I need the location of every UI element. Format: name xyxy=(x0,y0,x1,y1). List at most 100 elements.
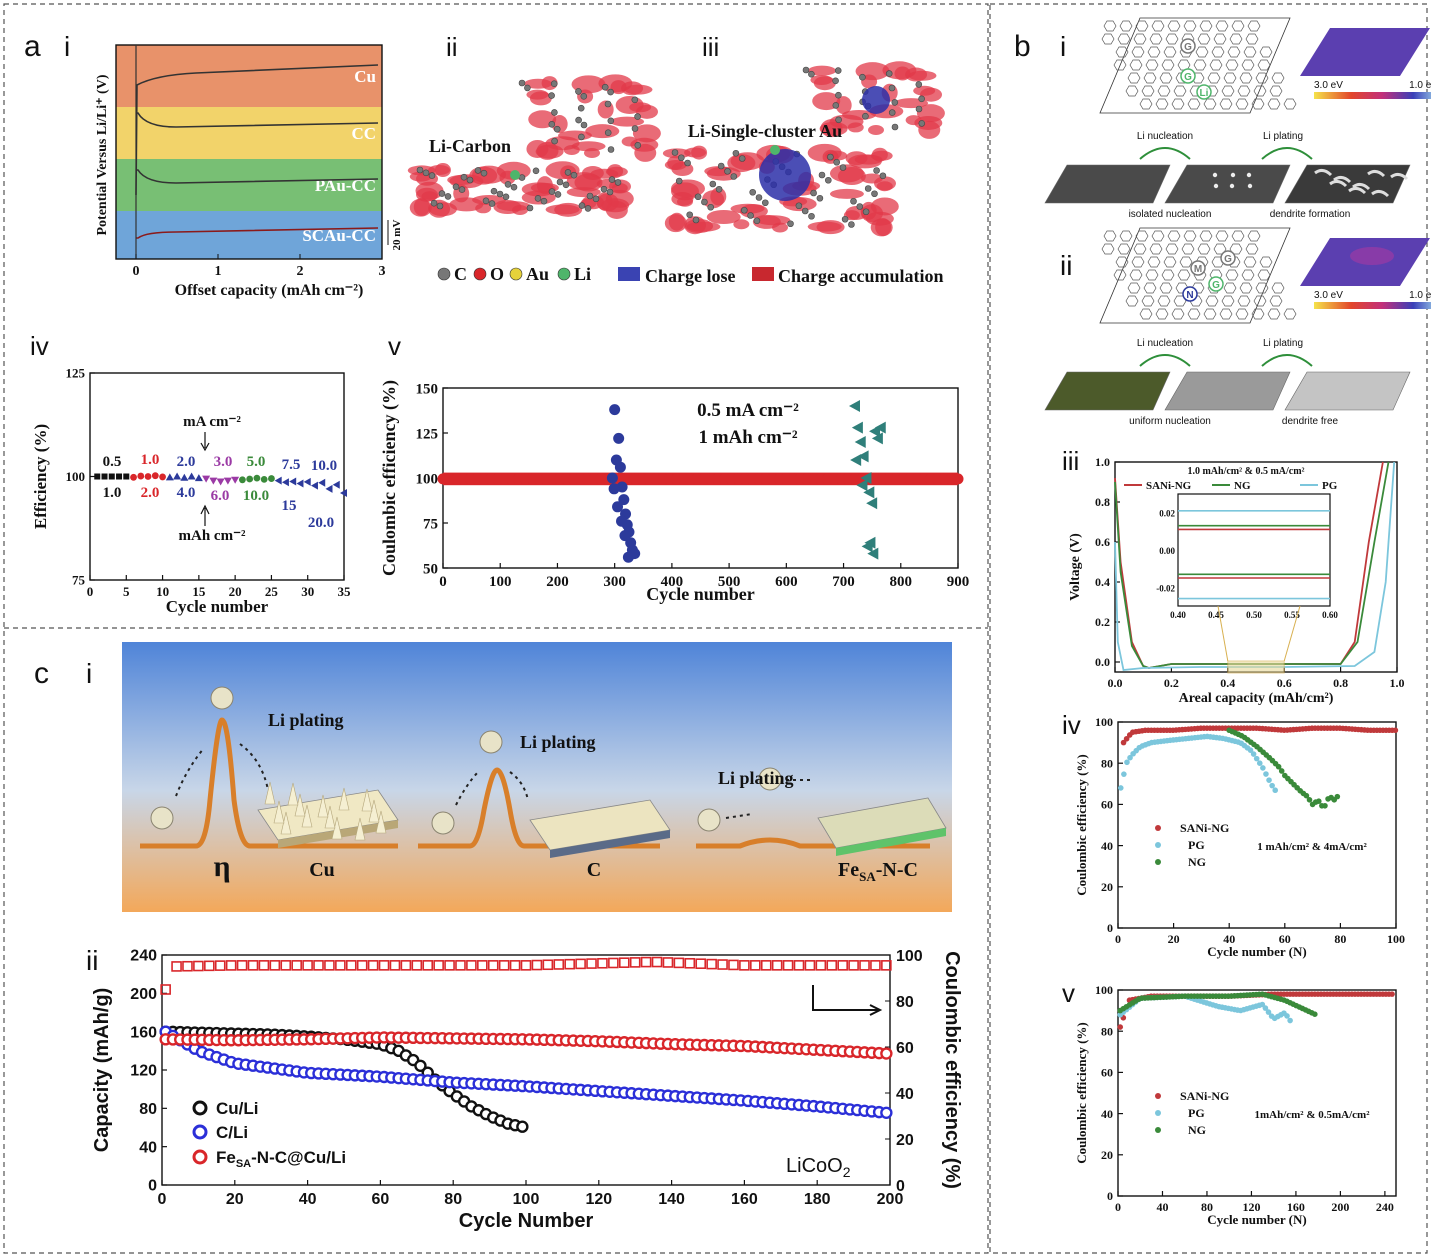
hex-cell xyxy=(1125,85,1139,97)
b-iv-ce-chart-frame xyxy=(1117,721,1397,929)
ce-point xyxy=(575,958,586,970)
dendrite xyxy=(1352,182,1371,191)
hex-cell xyxy=(1133,33,1147,45)
hex-cell xyxy=(1135,230,1149,242)
band-label: Cu xyxy=(354,67,376,86)
carbon-atom xyxy=(631,96,639,104)
carbon-atom xyxy=(859,73,866,81)
hex-cell xyxy=(1209,59,1223,71)
carbon-atom xyxy=(631,125,639,132)
cathode-label: LiCoO2 xyxy=(786,1155,851,1180)
carbon-atom xyxy=(832,77,839,85)
legend-text: NG xyxy=(1188,855,1206,869)
ce-point xyxy=(498,960,510,971)
carbon-substrate-edge xyxy=(550,830,670,858)
data-point xyxy=(1117,1024,1124,1030)
charge-cloud xyxy=(829,164,864,183)
carbon-atom xyxy=(601,83,609,91)
fe-sa-substrate-edge xyxy=(836,828,946,856)
x-tick-label: 10 xyxy=(156,584,169,599)
hex-cell xyxy=(1167,20,1181,32)
hex-cell xyxy=(1127,282,1141,294)
carbon-atom xyxy=(480,169,488,177)
carbon-atom xyxy=(458,186,466,193)
ce-point xyxy=(542,959,554,971)
current-density-label: 0.5 xyxy=(103,454,122,470)
y2-tick-label: 100 xyxy=(896,948,923,965)
hex-cell xyxy=(1133,243,1147,255)
x-tick-label: 0 xyxy=(158,1191,167,1208)
y-tick-label: 40 xyxy=(1101,1107,1113,1121)
hex-cell xyxy=(1283,308,1297,320)
charge-cloud xyxy=(413,197,430,216)
charge-cloud xyxy=(684,147,707,158)
arrow-icon xyxy=(509,771,529,801)
hex-cell xyxy=(1165,33,1179,45)
atom-marker xyxy=(1208,276,1224,292)
x-tick-label: 700 xyxy=(832,574,855,590)
carbon-atom xyxy=(554,191,562,198)
y-axis-label: Voltage (V) xyxy=(1068,533,1083,601)
subpanel-label: ii xyxy=(86,945,98,976)
x-tick-label: 5 xyxy=(123,584,130,599)
hex-cell xyxy=(1149,243,1163,255)
carbon-atom xyxy=(879,172,887,180)
dendrite xyxy=(317,794,329,818)
carbon-atom xyxy=(482,197,490,205)
band-label: SCAu-CC xyxy=(302,226,376,245)
carbon-atom xyxy=(677,154,685,162)
carbon-atom xyxy=(675,177,683,185)
colorbar-max: 1.0 eV xyxy=(1409,80,1431,91)
carbon-atom xyxy=(839,164,847,171)
data-point xyxy=(274,476,282,485)
ce-point xyxy=(258,960,270,971)
condition-label: 1mAh/cm² & 0.5mA/cm² xyxy=(1254,1109,1370,1121)
legend-dot-C xyxy=(437,267,451,281)
data-point xyxy=(1392,727,1399,734)
data-point xyxy=(1272,787,1279,794)
data-point xyxy=(1123,735,1130,742)
legend-marker xyxy=(192,1124,208,1140)
carbon-atom xyxy=(438,190,446,197)
hex-cell xyxy=(1215,20,1229,32)
hex-cell xyxy=(1237,295,1251,307)
inset-y-tick: 0.02 xyxy=(1159,509,1175,519)
ce-point xyxy=(422,960,434,971)
dendrite xyxy=(264,781,276,805)
hex-cell xyxy=(1171,98,1185,110)
colorbar-max: 1.0 eV xyxy=(1409,290,1431,301)
ce-point xyxy=(411,960,423,971)
charge-cloud xyxy=(847,154,882,169)
data-point xyxy=(1250,751,1257,757)
hex-cell xyxy=(1183,230,1197,242)
carbon-atom xyxy=(848,221,855,228)
ce-point xyxy=(739,960,750,971)
y-tick-label: 0.0 xyxy=(1095,655,1110,669)
hex-cell xyxy=(1197,243,1211,255)
carbon-atom xyxy=(717,162,725,170)
data-point xyxy=(614,461,626,473)
legend-text: Cu/Li xyxy=(216,1099,259,1118)
y-tick-label: 80 xyxy=(139,1101,157,1118)
hex-cell xyxy=(1173,295,1187,307)
data-point xyxy=(619,530,631,542)
data-point xyxy=(851,421,863,434)
data-point xyxy=(874,421,886,434)
data-point xyxy=(223,477,232,485)
zoom-connector xyxy=(1217,605,1229,662)
data-point xyxy=(616,515,628,527)
band-SCAu-CC xyxy=(116,211,382,259)
hex-cell xyxy=(1149,33,1163,45)
legend-text: FeSA-N-C@Cu/Li xyxy=(216,1148,346,1170)
ce-point xyxy=(629,957,641,968)
hex-cell xyxy=(1255,282,1269,294)
charge-cloud xyxy=(475,203,492,214)
dendrite xyxy=(354,817,366,841)
charge-cloud xyxy=(807,65,836,76)
charge-cloud xyxy=(596,193,619,212)
legend-text: Li xyxy=(574,264,591,284)
hex-cell xyxy=(1219,98,1233,110)
hex-cell xyxy=(1187,98,1201,110)
areal-capacity-label: 10.0 xyxy=(243,488,269,504)
inset-x-tick: 0.55 xyxy=(1284,610,1300,620)
